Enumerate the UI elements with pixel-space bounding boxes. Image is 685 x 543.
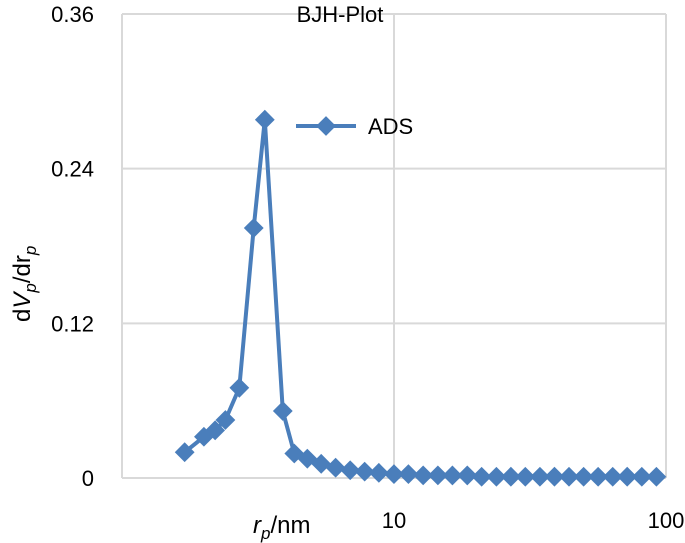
grid-lines bbox=[121, 13, 667, 479]
y-tick-label: 0.36 bbox=[51, 2, 94, 27]
data-point bbox=[515, 466, 536, 487]
data-point bbox=[340, 460, 361, 481]
y-tick-label: 0.24 bbox=[51, 157, 94, 182]
y-axis-v: V bbox=[9, 291, 36, 309]
y-tick-label: 0.12 bbox=[51, 311, 94, 336]
y-axis-sub2: p bbox=[21, 246, 40, 256]
series-ads bbox=[174, 109, 667, 487]
data-point bbox=[427, 465, 448, 486]
data-point bbox=[471, 466, 492, 487]
x-tick-label: 10 bbox=[382, 508, 406, 533]
data-point bbox=[457, 465, 478, 486]
y-tick-label: 0 bbox=[82, 466, 94, 491]
chart-title: BJH-Plot bbox=[297, 2, 384, 27]
data-point bbox=[311, 453, 332, 474]
legend-marker bbox=[316, 116, 336, 136]
x-tick-label: 100 bbox=[648, 508, 685, 533]
x-axis-unit: /nm bbox=[270, 512, 310, 539]
y-axis-slash: / bbox=[9, 276, 36, 283]
data-point bbox=[174, 442, 195, 463]
data-point bbox=[398, 464, 419, 485]
y-axis-d2: dr bbox=[9, 255, 36, 276]
legend-label-ads: ADS bbox=[368, 114, 413, 139]
data-point bbox=[205, 420, 226, 441]
data-point bbox=[442, 465, 463, 486]
data-point bbox=[325, 457, 346, 478]
y-axis-sub1: p bbox=[21, 283, 40, 293]
data-point bbox=[486, 466, 507, 487]
x-tick-labels: 10 100 bbox=[382, 508, 685, 533]
data-point bbox=[573, 466, 594, 487]
data-point bbox=[646, 466, 667, 487]
data-point bbox=[588, 466, 609, 487]
x-axis-var: r bbox=[253, 512, 262, 539]
x-axis-sub: p bbox=[260, 524, 270, 543]
data-point bbox=[229, 377, 250, 398]
data-point bbox=[243, 218, 264, 238]
data-point bbox=[272, 401, 293, 421]
data-point bbox=[368, 462, 389, 483]
data-point bbox=[254, 109, 275, 130]
data-point bbox=[354, 461, 375, 482]
y-axis-d1: d bbox=[9, 309, 36, 322]
data-point bbox=[530, 466, 550, 487]
x-axis-label: rp/nm bbox=[253, 512, 310, 543]
data-point bbox=[602, 466, 623, 487]
y-axis-label: dVp/drp bbox=[9, 246, 40, 322]
y-tick-labels: 0 0.12 0.24 0.36 bbox=[51, 2, 94, 491]
series-line bbox=[183, 117, 657, 479]
data-point bbox=[384, 464, 404, 485]
data-point bbox=[631, 466, 652, 487]
legend: ADS bbox=[296, 114, 413, 139]
data-point bbox=[559, 466, 579, 487]
